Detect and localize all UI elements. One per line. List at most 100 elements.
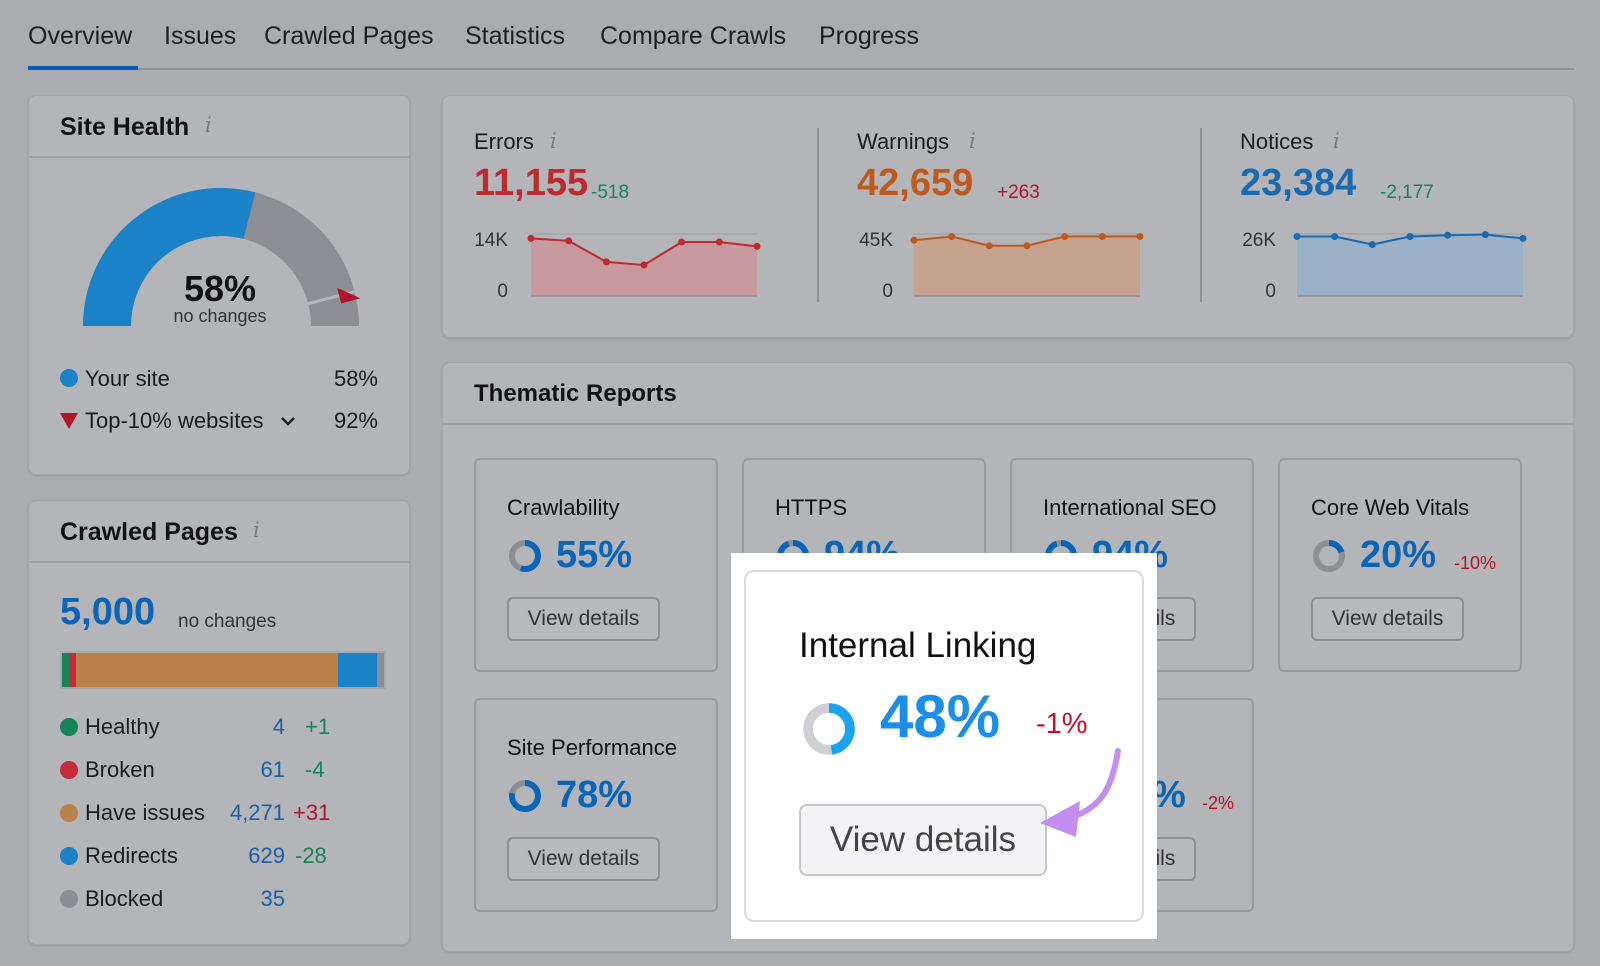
site-health-percent: 58% xyxy=(183,268,257,309)
bar-segment-redirects xyxy=(338,653,378,687)
have-issues-dot xyxy=(60,804,78,822)
tab-compare-crawls[interactable]: Compare Crawls xyxy=(600,22,787,50)
sparkline-point xyxy=(640,261,648,269)
tab-statistics[interactable]: Statistics xyxy=(465,22,566,50)
tile-percent: 48% xyxy=(880,683,1001,750)
row-label: Blocked xyxy=(85,886,164,911)
crawled-pages-list: Healthy 4 +1 Broken 61 -4 Have issues 4,… xyxy=(29,706,411,936)
view-details-button[interactable]: View details xyxy=(799,804,1047,876)
row-delta: -4 xyxy=(305,757,325,782)
tile-percent: % xyxy=(1152,774,1186,816)
report-tile-crawlability: Crawlability 55% View details xyxy=(474,458,718,672)
sparkline-point xyxy=(1481,231,1489,239)
tile-title: Internal Linking xyxy=(799,626,1037,665)
warnings-label: Warnings xyxy=(857,129,950,154)
notices-value[interactable]: 23,384 xyxy=(1240,162,1357,204)
sparkline-point xyxy=(1136,232,1144,240)
errors-delta: -518 xyxy=(591,182,630,203)
row-delta: +31 xyxy=(293,800,331,825)
tile-title: International SEO xyxy=(1043,495,1217,520)
triangle-down-icon xyxy=(60,413,78,429)
crawled-pages-total[interactable]: 5,000 xyxy=(60,591,156,633)
site-health-change: no changes xyxy=(173,306,267,326)
tab-crawled-pages[interactable]: Crawled Pages xyxy=(264,22,434,50)
list-item[interactable]: Healthy 4 +1 xyxy=(29,706,411,749)
progress-ring-icon xyxy=(803,703,855,755)
view-details-button[interactable]: View details xyxy=(507,597,660,641)
view-details-button[interactable]: View details xyxy=(507,837,660,881)
thematic-reports-title: Thematic Reports xyxy=(474,380,677,407)
y-axis-bottom: 0 xyxy=(497,281,508,302)
notices-label: Notices xyxy=(1240,129,1314,154)
tab-overview[interactable]: Overview xyxy=(28,22,138,70)
bar-segment-blocked xyxy=(377,653,384,687)
errors-label: Errors xyxy=(474,129,534,154)
sparkline-point xyxy=(1293,232,1301,240)
crawled-pages-bar xyxy=(60,651,386,689)
site-health-gauge xyxy=(83,188,361,327)
sparkline-point xyxy=(985,242,993,250)
divider xyxy=(817,128,819,302)
list-item[interactable]: Have issues 4,271 +31 xyxy=(29,792,411,835)
list-item[interactable]: Redirects 629 -28 xyxy=(29,835,411,878)
info-icon[interactable]: i xyxy=(550,129,557,153)
notices-sparkline xyxy=(1293,231,1527,297)
top-10-marker xyxy=(337,287,361,304)
tab-progress[interactable]: Progress xyxy=(819,22,920,50)
sparkline-point xyxy=(1406,232,1414,240)
tab-issues[interactable]: Issues xyxy=(164,22,237,50)
report-tile-site-performance: Site Performance 78% View details xyxy=(474,698,718,912)
warnings-value[interactable]: 42,659 xyxy=(857,162,974,204)
progress-ring-icon xyxy=(509,540,541,572)
y-axis-top: 26K xyxy=(1242,230,1276,251)
tile-percent: 78% xyxy=(556,774,633,816)
sparkline-point xyxy=(1444,231,1452,239)
list-item[interactable]: Blocked 35 xyxy=(29,878,411,921)
top-10-label[interactable]: Top-10% websites xyxy=(85,408,264,433)
row-count: 61 xyxy=(260,757,285,782)
warnings-sparkline xyxy=(910,232,1144,297)
sparkline-point xyxy=(1331,232,1339,240)
your-site-value: 58% xyxy=(333,366,378,391)
tile-delta: -2% xyxy=(1202,793,1235,813)
warnings-delta: +263 xyxy=(997,182,1040,203)
thematic-reports-header xyxy=(443,363,1573,425)
errors-metric[interactable]: Errors i 11,155 -518 14K 0 xyxy=(474,96,804,339)
bar-segment-healthy xyxy=(62,653,69,687)
row-count: 4,271 xyxy=(229,800,285,825)
bar-segment-have-issues xyxy=(75,653,339,687)
bar-segment-broken xyxy=(68,653,76,687)
ring-value xyxy=(509,780,541,812)
your-site-dot xyxy=(60,369,78,387)
site-health-card: Site Health i 58% no changes Your site 5… xyxy=(28,95,410,475)
sparkline-point xyxy=(602,258,610,266)
info-icon[interactable]: i xyxy=(969,129,976,153)
y-axis-bottom: 0 xyxy=(1265,281,1276,302)
row-delta: -28 xyxy=(295,843,327,868)
view-details-button[interactable]: View details xyxy=(1311,597,1464,641)
info-icon[interactable]: i xyxy=(205,113,212,137)
info-icon[interactable]: i xyxy=(1333,129,1340,153)
tile-title: Core Web Vitals xyxy=(1311,495,1470,520)
warnings-metric[interactable]: Warnings i 42,659 +263 45K 0 xyxy=(857,96,1187,339)
blocked-dot xyxy=(60,890,78,908)
sparkline-point xyxy=(1368,241,1376,249)
list-item[interactable]: Broken 61 -4 xyxy=(29,749,411,792)
tile-percent: 20% xyxy=(1360,534,1437,576)
chevron-down-icon[interactable] xyxy=(280,415,296,427)
arrow-pointer-icon xyxy=(1040,748,1121,837)
tile-title: Site Performance xyxy=(507,735,677,760)
errors-value[interactable]: 11,155 xyxy=(474,162,589,204)
sparkline-point xyxy=(948,232,956,240)
divider xyxy=(1200,128,1202,302)
notices-metric[interactable]: Notices i 23,384 -2,177 26K 0 xyxy=(1240,96,1570,339)
notices-delta: -2,177 xyxy=(1380,182,1434,203)
info-icon[interactable]: i xyxy=(253,518,260,542)
tile-title: Crawlability xyxy=(507,495,620,520)
row-count: 629 xyxy=(248,843,285,868)
tile-delta: -1% xyxy=(1036,708,1088,740)
row-count: 4 xyxy=(272,714,285,739)
broken-dot xyxy=(60,761,78,779)
y-axis-bottom: 0 xyxy=(882,281,893,302)
y-axis-top: 45K xyxy=(859,230,893,251)
